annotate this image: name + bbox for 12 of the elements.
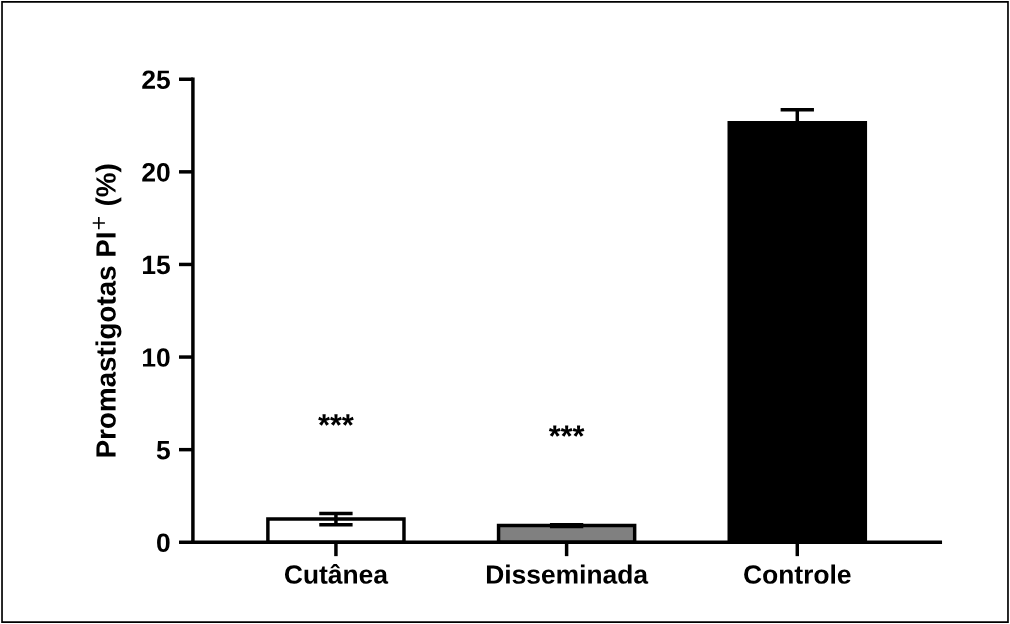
- x-tick-label: Disseminada: [486, 564, 649, 584]
- y-tick-label: 20: [142, 162, 170, 182]
- y-tick-label: 0: [157, 533, 170, 553]
- x-tick-label: Controle: [744, 564, 851, 584]
- annotation: ***: [318, 414, 354, 426]
- y-tick-label: 10: [143, 348, 170, 367]
- y-axis-title: Promastigotas PI$^{+}$ (%): [92, 164, 122, 457]
- x-tick-label: Cutânea: [284, 563, 389, 584]
- y-tick-label: 15: [143, 255, 170, 275]
- annotation: ***: [548, 425, 585, 437]
- y-tick-label: 5: [156, 441, 170, 460]
- y-tick-label: 25: [142, 70, 170, 90]
